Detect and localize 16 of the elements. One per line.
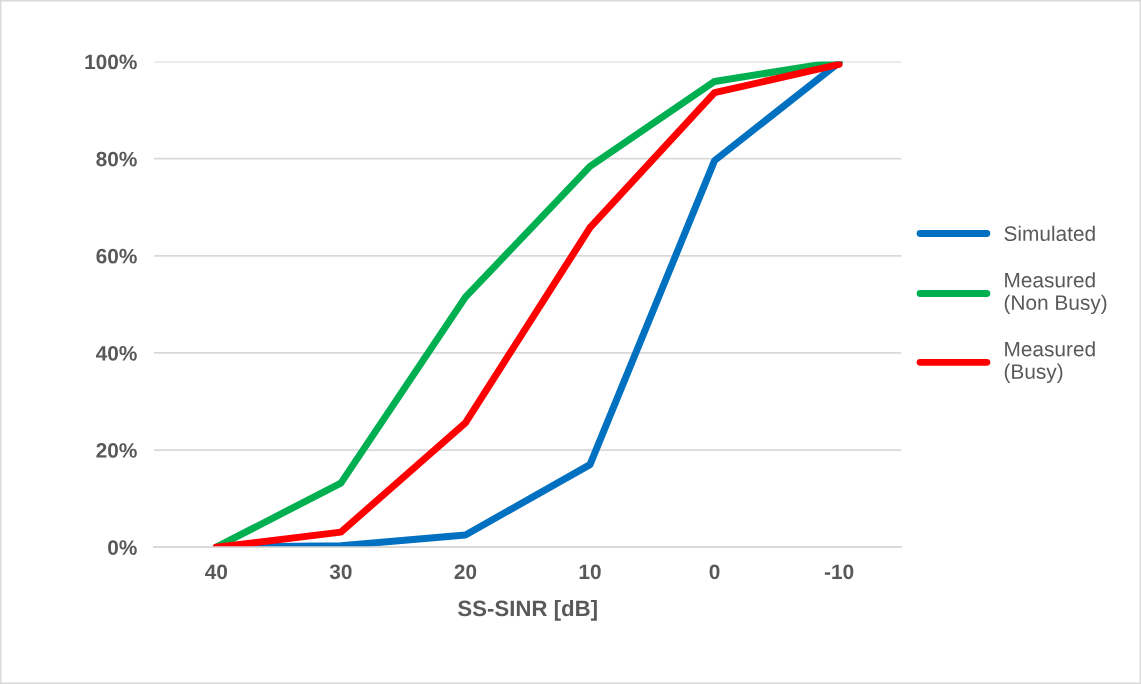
x-tick-label: 20	[454, 564, 477, 580]
x-tick-label: 10	[579, 564, 601, 580]
x-tick-label: 40	[205, 564, 228, 580]
y-tick-label: 40%	[95, 345, 137, 361]
x-tick-label: 30	[329, 564, 352, 580]
y-tick-label: 0%	[108, 540, 137, 555]
x-axis-title: SS-SINR [dB]	[457, 599, 597, 621]
y-tick-label: 80%	[96, 151, 137, 167]
y-tick-label: 100%	[85, 54, 137, 70]
legend-label: Measured (Busy)	[1004, 341, 1095, 384]
y-tick-label: 60%	[96, 248, 137, 264]
legend-label: Measured (Non Busy)	[1004, 272, 1107, 315]
x-tick-label: 0	[709, 564, 720, 580]
y-tick-label: 20%	[96, 443, 137, 458]
legend-label: Simulated	[1004, 225, 1095, 242]
x-tick-label: -10	[824, 564, 854, 580]
